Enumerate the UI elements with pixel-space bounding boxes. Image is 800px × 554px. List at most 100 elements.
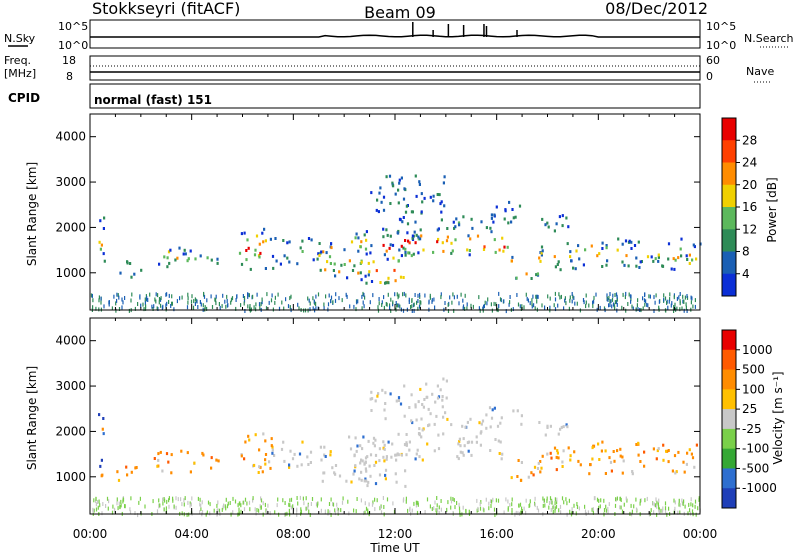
velocity-ground-cell — [691, 509, 694, 514]
power-cell — [635, 264, 638, 268]
velocity-cell — [420, 435, 423, 439]
velocity-ground-cell — [112, 504, 114, 509]
power-ground-cell — [486, 301, 488, 306]
velocity-ground-cell — [551, 500, 553, 505]
velocity-ground-cell — [168, 498, 170, 503]
power-cell — [263, 227, 266, 231]
power-cell — [633, 244, 637, 247]
velocity-cell — [538, 421, 541, 424]
power-ytick-label: 1000 — [55, 266, 86, 280]
velocity-ground-cell — [614, 503, 617, 508]
power-ground-cell — [235, 298, 237, 302]
velocity-ground-cell — [525, 510, 527, 515]
velocity-cell — [270, 437, 273, 441]
velocity-ground-cell — [450, 505, 452, 510]
power-ground-cell — [353, 304, 355, 309]
power-cell — [272, 266, 275, 270]
velocity-cell — [243, 457, 246, 461]
velocity-cell — [577, 459, 580, 463]
velocity-ground-cell — [654, 503, 657, 508]
power-ground-cell — [260, 302, 262, 307]
velocity-ground-cell — [282, 498, 284, 503]
power-ground-cell — [643, 298, 646, 303]
power-ground-cell — [242, 294, 244, 298]
power-ground-cell — [91, 293, 93, 298]
power-cell — [440, 210, 443, 214]
power-ground-cell — [190, 299, 193, 304]
power-cell — [572, 266, 575, 270]
velocity-ground-cell — [108, 499, 110, 504]
velocity-cell — [450, 423, 453, 427]
power-colorbar-tick-label: 28 — [742, 133, 757, 147]
nsky-spikes — [412, 22, 518, 37]
velocity-cell — [306, 455, 309, 459]
velocity-ground-cell — [576, 502, 578, 506]
velocity-cell — [264, 462, 267, 466]
nsky-label: N.Sky — [4, 32, 36, 45]
time-tick-label: 04:00 — [174, 527, 209, 541]
power-ground-cell — [536, 294, 538, 299]
power-ground-cell — [355, 307, 357, 312]
power-cell — [199, 254, 202, 258]
power-cell — [380, 200, 383, 204]
velocity-ground-cell — [598, 498, 600, 503]
velocity-cell — [485, 426, 488, 430]
velocity-ground-cell — [305, 506, 307, 511]
velocity-ground-cell — [644, 498, 646, 503]
velocity-ground-cell — [556, 500, 558, 505]
power-cell — [404, 210, 408, 214]
power-cell — [186, 259, 189, 263]
power-ground-cell — [181, 295, 183, 300]
power-cell — [483, 245, 486, 249]
power-cell — [440, 200, 443, 204]
power-cell — [518, 204, 522, 208]
velocity-ground-cell — [284, 512, 286, 517]
velocity-cell — [358, 477, 361, 481]
velocity-ground-cell — [459, 512, 461, 517]
power-ground-cell — [529, 301, 531, 306]
power-ground-cell — [116, 292, 118, 297]
velocity-ground-cell — [417, 502, 419, 507]
velocity-ground-cell — [458, 506, 461, 511]
velocity-ytick-label: 3000 — [55, 379, 86, 393]
power-cell — [452, 220, 455, 224]
power-cell — [377, 210, 380, 214]
power-ground-cell — [315, 294, 317, 299]
power-ground-cell — [451, 300, 453, 305]
velocity-cell — [385, 457, 388, 461]
velocity-cell — [421, 403, 424, 406]
velocity-ground-cell — [93, 498, 95, 503]
power-ground-cell — [408, 297, 410, 302]
velocity-ground-cell — [600, 498, 602, 503]
nave-tick-bottom: 0 — [706, 70, 713, 83]
velocity-cell — [352, 472, 355, 476]
velocity-ground-cell — [342, 496, 344, 501]
velocity-cell — [682, 460, 685, 464]
velocity-ground-cell — [93, 508, 95, 513]
velocity-ground-cell — [376, 498, 378, 503]
power-cell — [492, 220, 495, 224]
power-ground-cell — [157, 293, 159, 298]
power-ground-cell — [203, 294, 206, 299]
velocity-cell — [619, 454, 622, 458]
velocity-ground-cell — [678, 498, 680, 503]
velocity-ground-cell — [546, 498, 548, 503]
velocity-cell — [419, 387, 422, 391]
velocity-cell — [291, 457, 295, 461]
power-cell — [245, 258, 248, 262]
velocity-cell — [102, 417, 105, 420]
power-cell — [635, 256, 638, 260]
velocity-cell — [520, 414, 523, 418]
velocity-ground-cell — [694, 499, 697, 504]
power-ground-cell — [378, 297, 380, 301]
velocity-ground-cell — [653, 502, 655, 507]
power-ground-cell — [523, 305, 525, 310]
power-cell — [419, 237, 422, 241]
velocity-ytick-label: 2000 — [55, 424, 86, 438]
nsearch-label: N.Search — [744, 32, 794, 45]
power-ground-cell — [130, 298, 132, 303]
power-ground-cell — [243, 296, 246, 300]
velocity-ground-cell — [320, 497, 322, 502]
velocity-cell — [695, 443, 698, 447]
